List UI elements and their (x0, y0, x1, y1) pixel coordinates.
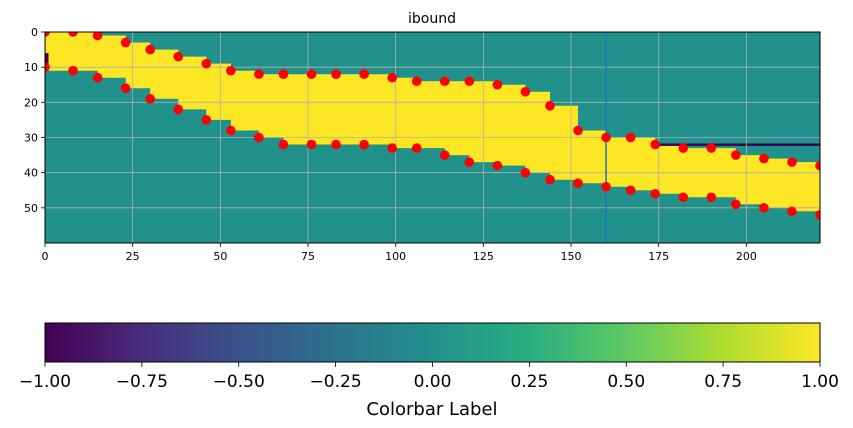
data-point (464, 76, 475, 87)
colorbar-tick-label: 1.00 (801, 372, 839, 392)
y-tick-label: 50 (24, 202, 38, 215)
grid-lines (45, 32, 820, 243)
x-tick-label: 100 (385, 250, 406, 263)
data-point (625, 132, 636, 143)
data-point (731, 150, 741, 160)
data-point (68, 65, 78, 76)
x-tick-label: 0 (42, 250, 49, 263)
data-point (92, 32, 103, 41)
data-point (173, 51, 184, 62)
data-point (306, 139, 317, 150)
data-point (201, 58, 212, 69)
data-point (254, 69, 264, 79)
data-point (387, 72, 397, 83)
data-point (45, 62, 50, 72)
y-tick-label: 30 (24, 132, 38, 145)
colorbar-tick-label: 0.25 (510, 372, 548, 392)
y-axis-ticks: 0 10 20 30 40 50 (24, 26, 45, 215)
y-tick-label: 0 (31, 26, 38, 39)
data-point (359, 69, 369, 79)
data-point (278, 139, 289, 150)
data-point (254, 132, 264, 143)
data-point (92, 72, 103, 83)
x-tick-label: 75 (301, 250, 315, 263)
data-point (815, 210, 820, 220)
chart-title: ibound (408, 11, 456, 27)
inactive-cell (45, 53, 49, 68)
data-point (439, 76, 450, 87)
colorbar-tick-label: −0.50 (213, 372, 265, 392)
data-point (387, 143, 397, 153)
data-point (331, 69, 341, 79)
y-tick-label: 20 (24, 96, 38, 109)
ibound-heatmap: 0 25 50 75 100 125 150 175 200 0 10 20 30 40 50 (24, 26, 821, 263)
colorbar-tick-label: −1.00 (19, 372, 71, 392)
data-point (706, 192, 717, 203)
colorbar-tick-label: 0.50 (607, 372, 645, 392)
data-point (787, 157, 797, 167)
x-tick-label: 125 (473, 250, 494, 263)
colorbar-gradient (44, 322, 821, 363)
x-tick-label: 50 (213, 250, 227, 263)
inactive-cells (45, 53, 820, 146)
colorbar-tick-label: −0.25 (310, 372, 362, 392)
data-point (411, 143, 422, 153)
x-tick-label: 25 (126, 250, 140, 263)
data-point (439, 150, 450, 160)
colorbar-tick-label: −0.75 (116, 372, 168, 392)
data-point (678, 192, 689, 203)
x-tick-label: 175 (648, 250, 669, 263)
data-point (520, 167, 531, 178)
data-point (625, 185, 636, 196)
data-point (601, 132, 611, 143)
data-point (545, 174, 555, 185)
colorbar-tick-label: 0.00 (414, 372, 452, 392)
data-point (331, 139, 341, 150)
data-point (545, 101, 555, 111)
x-tick-label: 200 (736, 250, 757, 263)
data-point (573, 125, 583, 136)
data-point (226, 125, 236, 136)
data-point (759, 203, 769, 213)
colorbar-tick-label: 0.75 (704, 372, 742, 392)
data-point (201, 115, 212, 125)
data-point (68, 32, 78, 37)
data-point (145, 44, 156, 55)
data-point (706, 143, 717, 153)
data-point (120, 83, 131, 94)
data-point (520, 86, 531, 97)
scatter-points (45, 32, 820, 220)
data-point (145, 94, 156, 104)
data-point (601, 181, 611, 192)
data-point (678, 143, 689, 153)
data-point (120, 37, 131, 48)
x-tick-label: 150 (561, 250, 582, 263)
x-axis-ticks: 0 25 50 75 100 125 150 175 200 (42, 243, 757, 263)
inactive-cell (655, 143, 820, 146)
data-point (492, 160, 503, 171)
data-point (731, 199, 741, 210)
data-point (278, 69, 289, 79)
y-tick-label: 40 (24, 167, 38, 180)
data-point (359, 139, 369, 150)
data-point (306, 69, 317, 79)
data-point (573, 178, 583, 189)
colorbar: −1.00 −0.75 −0.50 −0.25 0.00 0.25 0.50 0.75 1.00… (19, 322, 839, 420)
data-point (759, 153, 769, 164)
data-point (173, 104, 184, 115)
data-point (411, 76, 422, 87)
data-point (226, 65, 236, 76)
data-point (787, 206, 797, 217)
y-tick-label: 10 (24, 61, 38, 74)
data-point (45, 32, 50, 37)
active-region (45, 32, 820, 215)
data-point (650, 188, 660, 199)
colorbar-ticks: −1.00 −0.75 −0.50 −0.25 0.00 0.25 0.50 0.75 1.00 (19, 362, 839, 392)
data-point (464, 157, 475, 167)
data-point (650, 139, 660, 150)
data-point (815, 160, 820, 171)
colorbar-label: Colorbar Label (366, 399, 497, 420)
data-point (492, 79, 503, 90)
